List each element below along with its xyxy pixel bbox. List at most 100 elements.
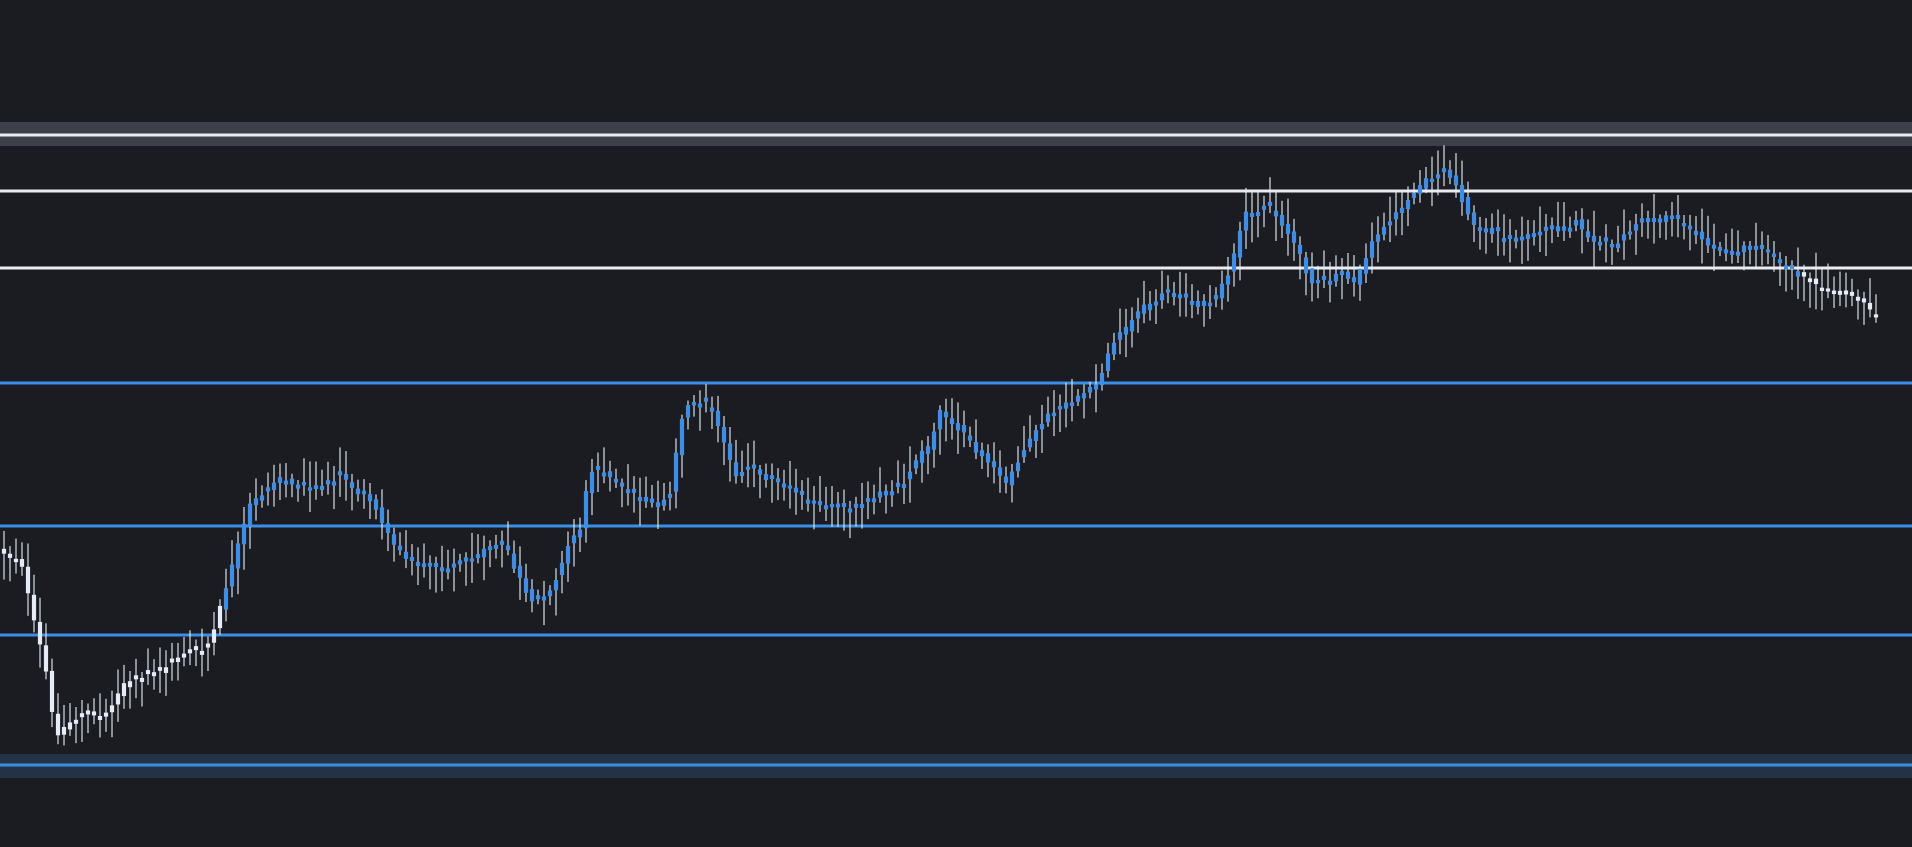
candle (1855, 289, 1861, 320)
candle-body (1531, 233, 1537, 238)
candle (859, 482, 865, 529)
candle-body (199, 650, 205, 655)
candle-body (1861, 298, 1867, 303)
candle (31, 574, 37, 633)
candle-body (1603, 237, 1609, 242)
candle-body (1825, 288, 1831, 292)
candle-body (595, 465, 601, 470)
candle-body (67, 722, 73, 730)
candle (361, 479, 367, 509)
candle (481, 535, 487, 581)
candle-body (385, 523, 391, 534)
candle-body (937, 409, 943, 430)
candle (259, 485, 265, 508)
candle (79, 699, 85, 742)
candle-body (331, 481, 337, 486)
candle (1291, 218, 1297, 261)
candle (907, 446, 913, 503)
candle (397, 532, 403, 556)
candle (1231, 243, 1237, 287)
candle (439, 545, 445, 592)
candle (1729, 228, 1735, 264)
candle (1819, 267, 1825, 311)
candle-body (949, 418, 955, 425)
candle-body (829, 504, 835, 508)
candle (1387, 196, 1393, 243)
candle-body (1519, 236, 1525, 241)
candle-body (1033, 430, 1039, 442)
candle-body (1513, 237, 1519, 242)
candle (1195, 290, 1201, 315)
candle (601, 447, 607, 484)
candle-body (691, 402, 697, 406)
candle (553, 568, 559, 616)
candle-body (1357, 268, 1363, 285)
candle (733, 439, 739, 484)
candle (463, 552, 469, 586)
candle (649, 484, 655, 508)
candle-body (1351, 277, 1357, 283)
candle (1129, 307, 1135, 348)
candle (835, 491, 841, 527)
candle (1645, 210, 1651, 239)
candle (1843, 272, 1849, 308)
candle (1477, 216, 1483, 250)
candle (1717, 241, 1723, 257)
candle (19, 542, 25, 576)
candle (1651, 193, 1657, 244)
candle (49, 658, 55, 728)
candle-body (583, 491, 589, 529)
candle-body (43, 645, 49, 672)
candle (1597, 235, 1603, 251)
candle-body (895, 482, 901, 487)
candle-body (1471, 212, 1477, 226)
candle-body (493, 544, 499, 549)
candle (1405, 186, 1411, 227)
candle-body (853, 503, 859, 508)
candle (589, 458, 595, 516)
candle (541, 580, 547, 626)
candle-body (1681, 223, 1687, 227)
candle (565, 531, 571, 582)
candle (1711, 223, 1717, 272)
candle (709, 396, 715, 429)
candle (1069, 378, 1075, 422)
candle-body (163, 667, 169, 673)
candle-body (967, 435, 973, 441)
candle (145, 648, 151, 685)
candle (1147, 291, 1153, 321)
candle (769, 463, 775, 503)
candle-body (1015, 462, 1021, 472)
candle (211, 612, 217, 656)
candle (847, 500, 853, 539)
candle (1033, 424, 1039, 458)
candle-body (1435, 174, 1441, 179)
candle (367, 482, 373, 519)
candle (127, 670, 133, 709)
candle (253, 478, 259, 521)
candle (61, 704, 67, 746)
candle (1249, 191, 1255, 243)
candle (1339, 258, 1345, 300)
candle-body (433, 562, 439, 567)
candle (1009, 463, 1015, 503)
candle-body (979, 450, 985, 457)
candle-body (1303, 257, 1309, 274)
candle (223, 568, 229, 622)
candle (991, 442, 997, 484)
candle-body (1189, 300, 1195, 305)
candle (349, 473, 355, 511)
candle (865, 481, 871, 520)
candle-body (115, 693, 121, 705)
candle (1549, 217, 1555, 244)
candle (511, 540, 517, 574)
candle (1099, 363, 1105, 391)
candle-body (727, 443, 733, 460)
candle (1453, 153, 1459, 198)
candle (25, 543, 31, 616)
candle-body (1831, 290, 1837, 295)
candle-body (1453, 175, 1459, 186)
candle-body (577, 529, 583, 538)
candle-body (169, 658, 175, 663)
